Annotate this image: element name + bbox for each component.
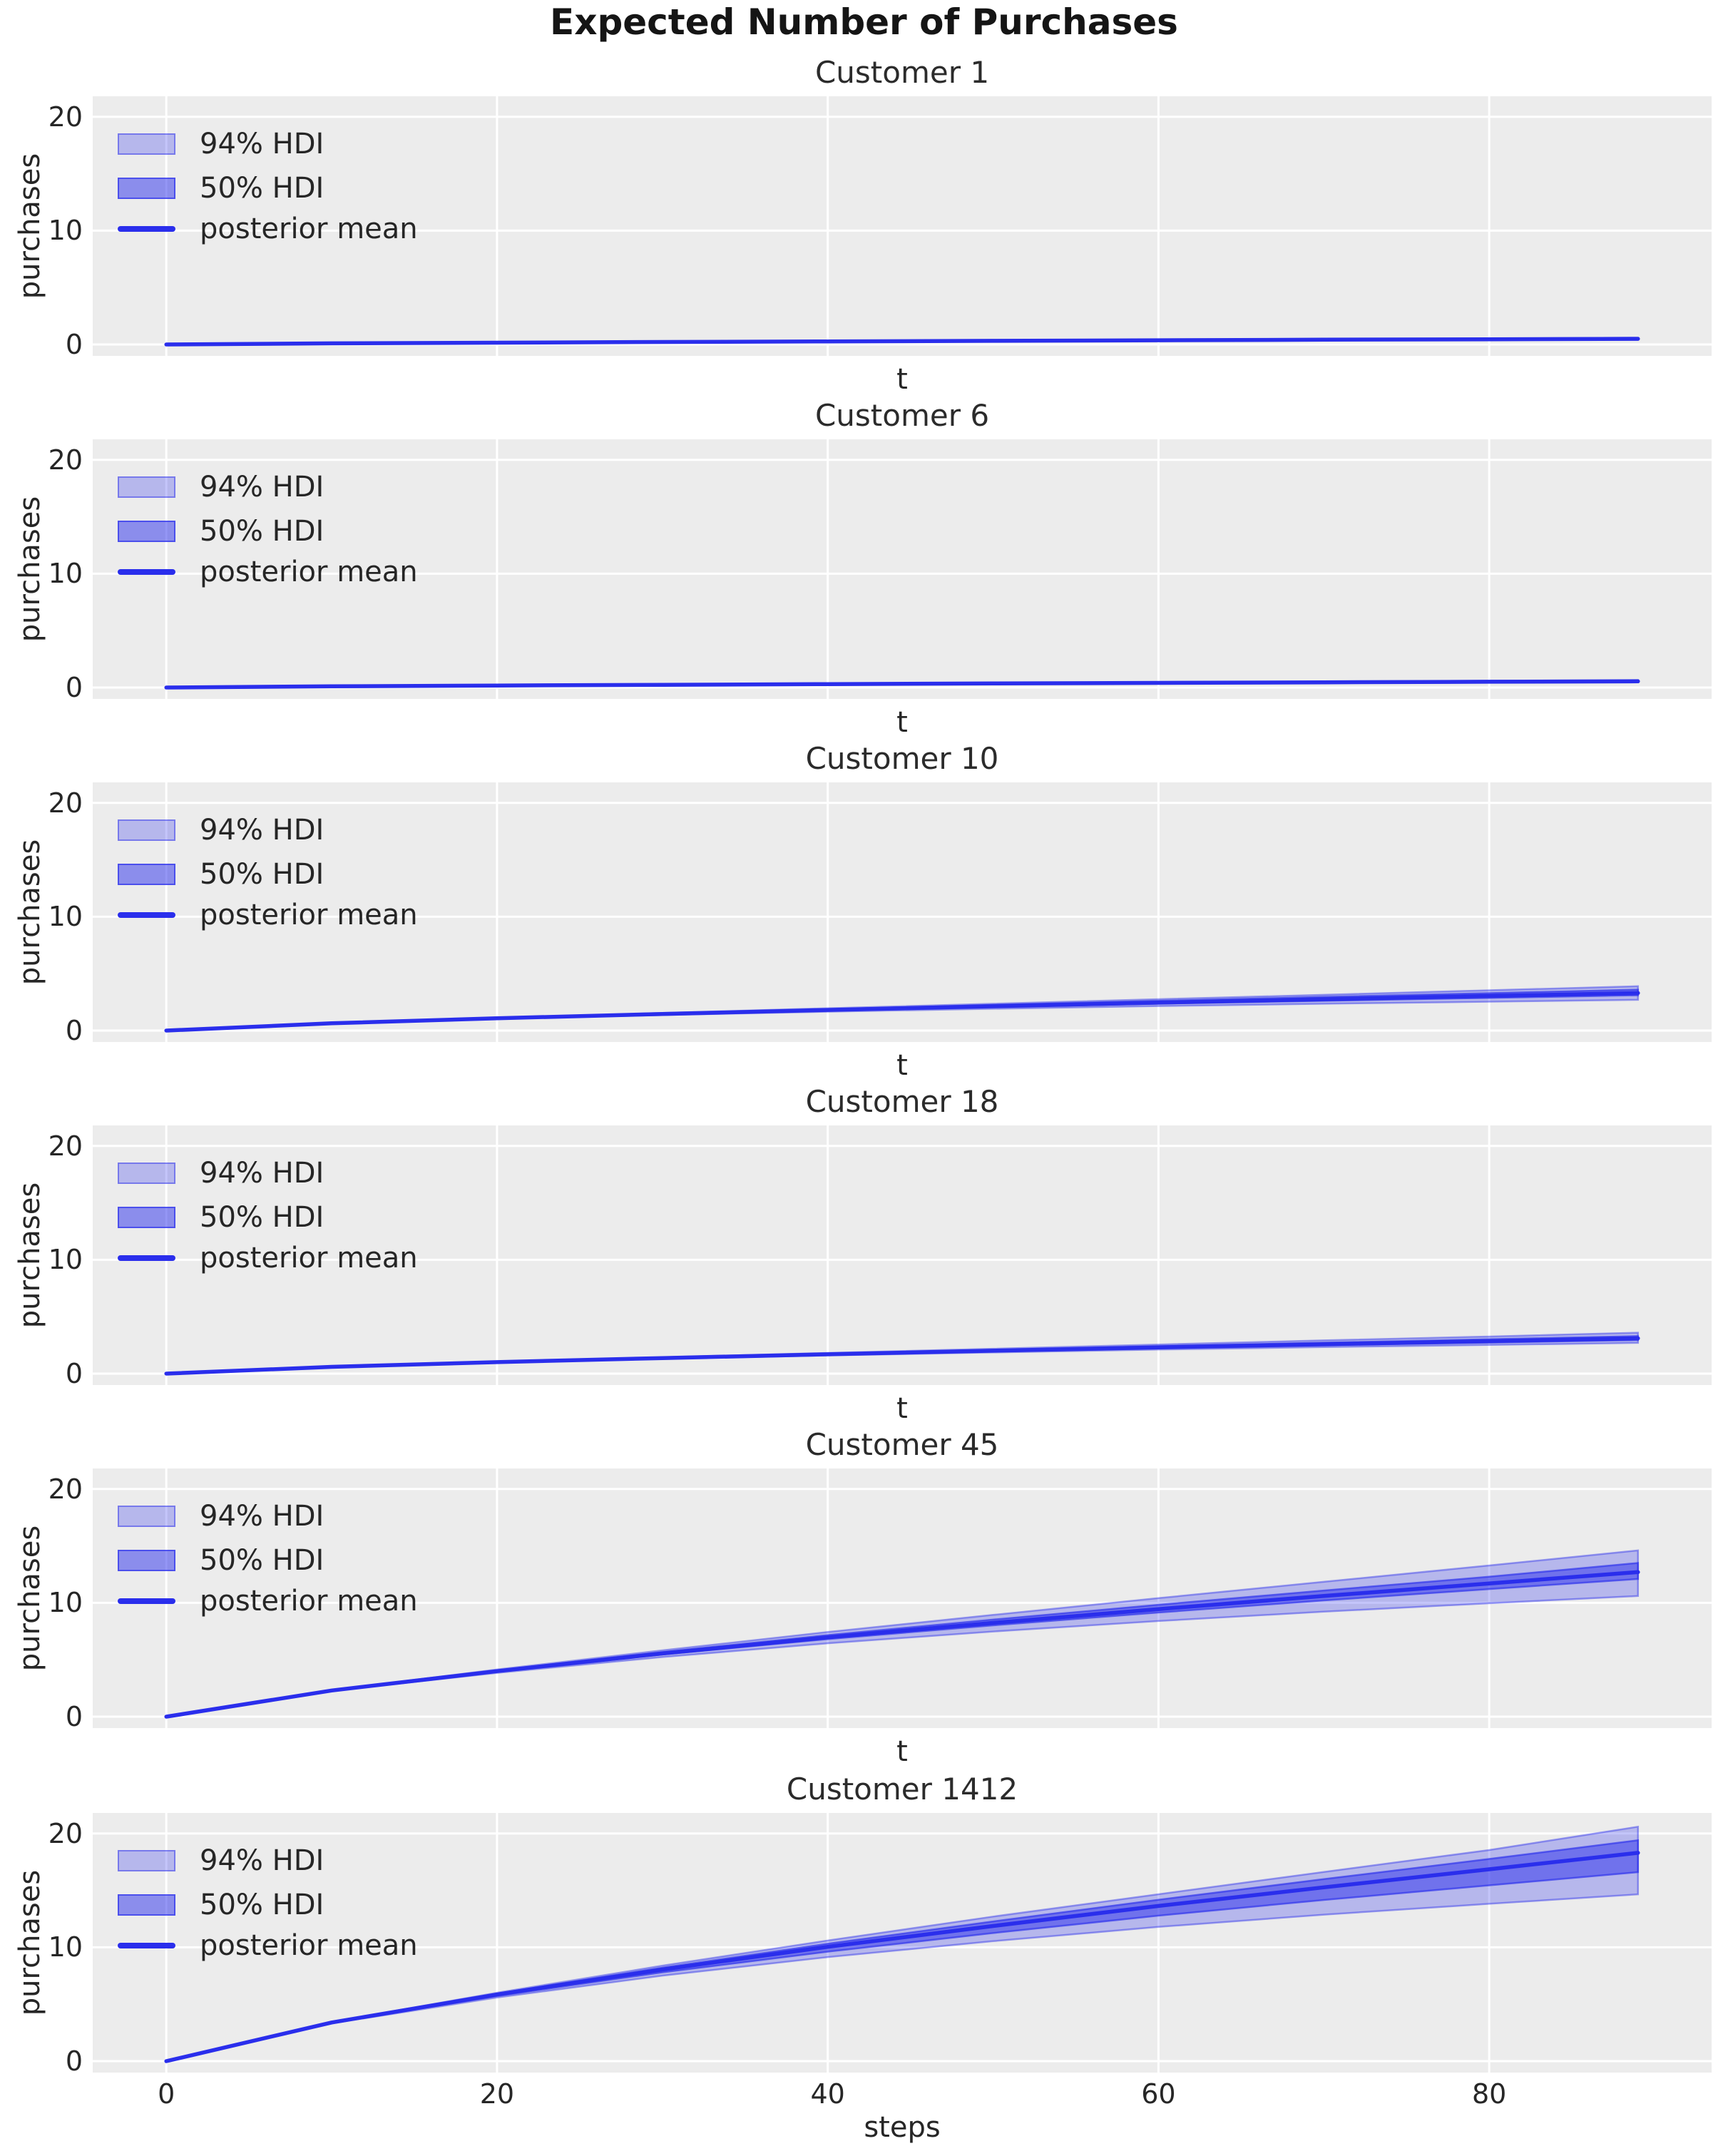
plot-area: 94% HDI 50% HDI posterior mean xyxy=(93,782,1712,1042)
plot-canvas xyxy=(93,1468,1712,1728)
x-tick-label: 60 xyxy=(1141,2078,1176,2110)
subplot-title: Customer 45 xyxy=(805,1427,999,1462)
y-tick-label: 0 xyxy=(65,329,83,361)
y-tick-label: 0 xyxy=(65,1358,83,1390)
legend-label: posterior mean xyxy=(200,1585,418,1618)
legend-label: posterior mean xyxy=(200,556,418,588)
y-tick-label: 20 xyxy=(48,1817,83,1849)
plot-area: 94% HDI 50% HDI posterior mean xyxy=(93,1813,1712,2073)
plot-area: 94% HDI 50% HDI posterior mean xyxy=(93,439,1712,699)
plot-canvas xyxy=(93,782,1712,1042)
y-tick-label: 0 xyxy=(65,672,83,704)
y-tick-label: 20 xyxy=(48,1130,83,1162)
x-tick-label: 40 xyxy=(810,2078,845,2110)
y-tick-label: 0 xyxy=(65,1015,83,1047)
y-tick-label: 10 xyxy=(48,1931,83,1963)
legend-label: 50% HDI xyxy=(200,1201,324,1234)
plot-area: 94% HDI 50% HDI posterior mean xyxy=(93,1125,1712,1385)
x-axis-label: steps xyxy=(864,2111,941,2144)
subplot-title: Customer 10 xyxy=(805,741,999,776)
y-tick-label: 20 xyxy=(48,787,83,819)
legend-label: 94% HDI xyxy=(200,1157,324,1190)
legend-label: 50% HDI xyxy=(200,172,324,205)
subplot-title: Customer 18 xyxy=(805,1084,999,1119)
plot-canvas xyxy=(93,439,1712,699)
x-tick-label: 80 xyxy=(1471,2078,1507,2110)
y-tick-label: 10 xyxy=(48,1244,83,1276)
plot-canvas xyxy=(93,1813,1712,2073)
legend-label: posterior mean xyxy=(200,1242,418,1274)
y-tick-label: 10 xyxy=(48,558,83,590)
x-axis-label: t xyxy=(896,1392,908,1425)
y-tick-label: 20 xyxy=(48,444,83,476)
y-tick-label: 10 xyxy=(48,1587,83,1619)
y-tick-label: 0 xyxy=(65,2045,83,2078)
y-tick-label: 10 xyxy=(48,215,83,247)
legend-label: 94% HDI xyxy=(200,814,324,847)
plot-canvas xyxy=(93,96,1712,356)
x-tick-label: 0 xyxy=(158,2078,175,2110)
y-tick-label: 20 xyxy=(48,101,83,133)
plot-area: 94% HDI 50% HDI posterior mean xyxy=(93,96,1712,356)
legend-label: 50% HDI xyxy=(200,858,324,891)
legend-label: 94% HDI xyxy=(200,1844,324,1877)
x-tick-label: 20 xyxy=(479,2078,515,2110)
x-axis-label: t xyxy=(896,1735,908,1768)
legend-label: posterior mean xyxy=(200,899,418,931)
y-tick-label: 10 xyxy=(48,901,83,933)
legend-label: posterior mean xyxy=(200,213,418,245)
x-axis-label: t xyxy=(896,706,908,739)
plot-canvas xyxy=(93,1125,1712,1385)
subplot-title: Customer 1 xyxy=(814,55,990,90)
x-axis-label: t xyxy=(896,363,908,396)
legend-label: posterior mean xyxy=(200,1929,418,1962)
plot-area: 94% HDI 50% HDI posterior mean xyxy=(93,1468,1712,1728)
x-axis-label: t xyxy=(896,1049,908,1082)
legend-label: 94% HDI xyxy=(200,1500,324,1533)
legend-label: 94% HDI xyxy=(200,471,324,504)
y-tick-label: 0 xyxy=(65,1701,83,1733)
legend-label: 94% HDI xyxy=(200,128,324,160)
legend-label: 50% HDI xyxy=(200,1544,324,1577)
figure-suptitle: Expected Number of Purchases xyxy=(550,1,1178,43)
legend-label: 50% HDI xyxy=(200,1889,324,1921)
legend-label: 50% HDI xyxy=(200,515,324,548)
subplot-title: Customer 6 xyxy=(814,398,990,433)
y-tick-label: 20 xyxy=(48,1473,83,1505)
subplot-title: Customer 1412 xyxy=(786,1772,1018,1807)
